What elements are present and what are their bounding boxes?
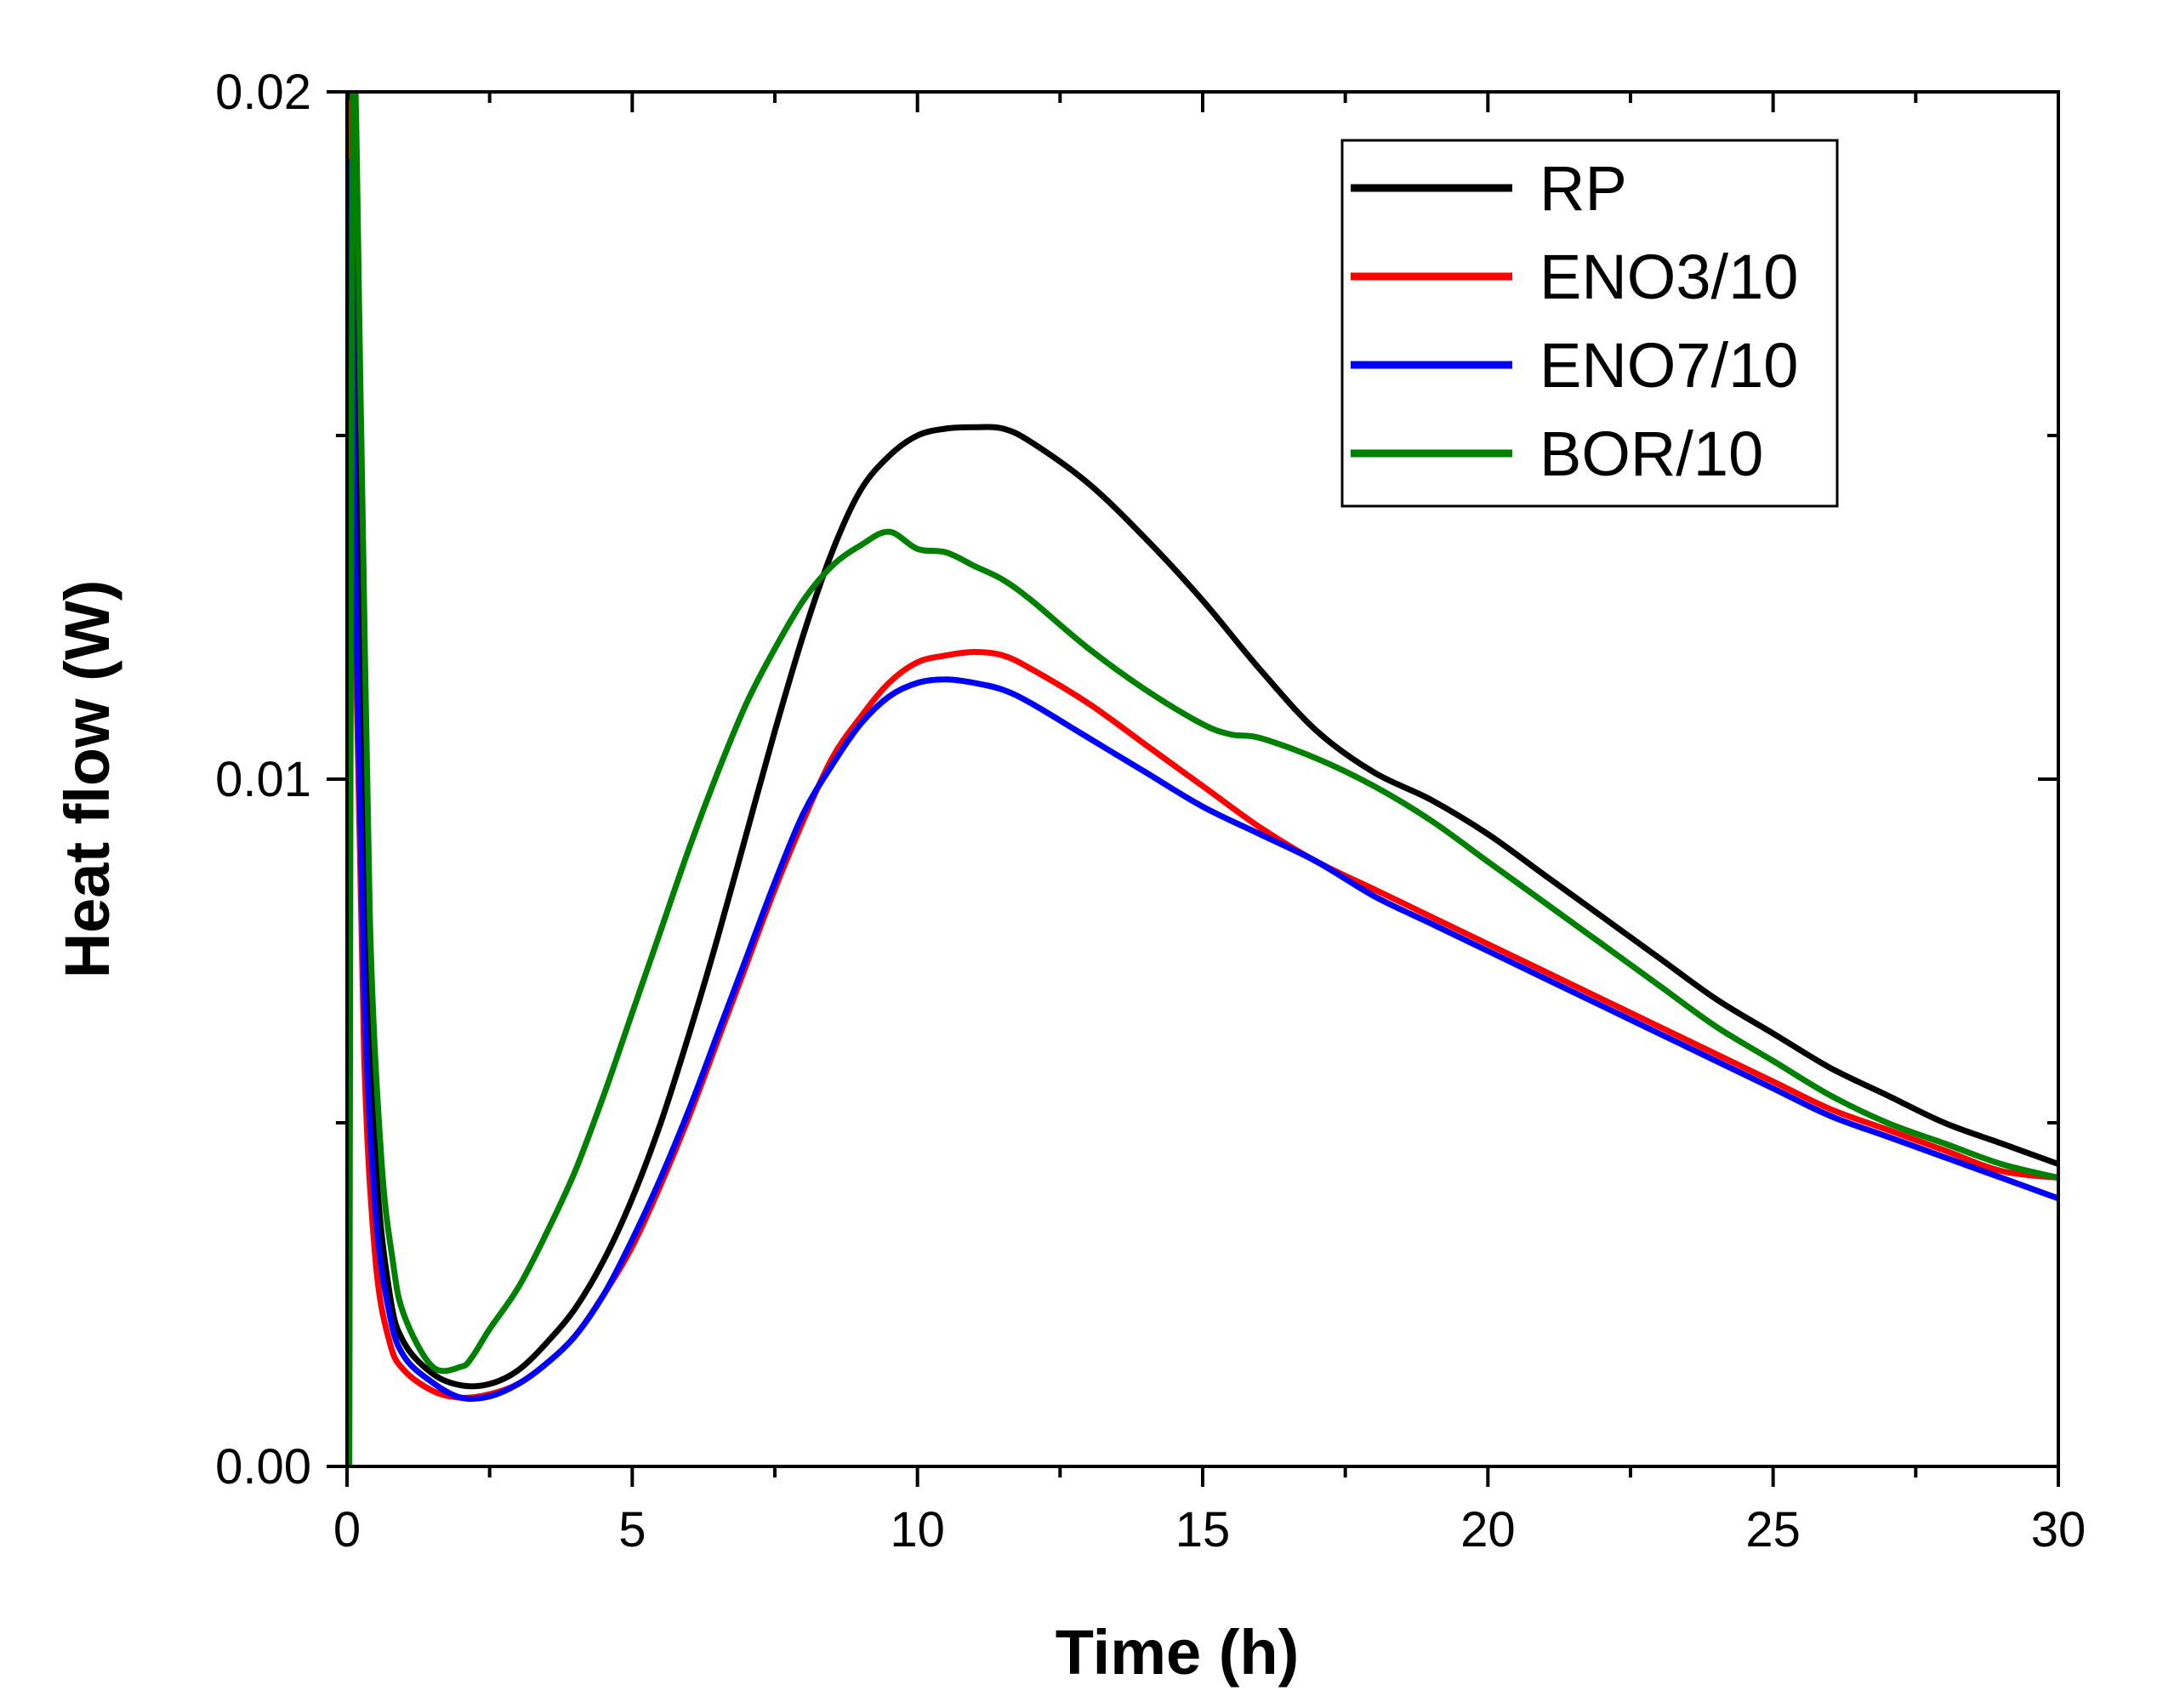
series-line-eno7-10	[347, 159, 2058, 1466]
y-tick-label: 0.00	[215, 1439, 311, 1494]
x-axis-ticks: 0 5 10 15 20 25 30	[333, 92, 2086, 1557]
plot-frame	[345, 90, 2060, 1468]
series-layer	[347, 92, 2058, 1466]
legend: RP ENO3/10 ENO7/10 BOR/10	[1340, 139, 1839, 508]
legend-label-eno7-10: ENO7/10	[1539, 330, 1798, 401]
legend-label-bor-10: BOR/10	[1539, 418, 1763, 489]
x-tick-label: 20	[1460, 1502, 1516, 1557]
x-tick-label: 25	[1745, 1502, 1801, 1557]
y-tick-label: 0.02	[215, 65, 311, 120]
x-tick-label: 30	[2031, 1502, 2086, 1557]
series-line-bor-10	[347, 92, 2058, 1466]
x-axis-title: Time (h)	[1056, 1617, 1299, 1688]
series-line-rp	[347, 92, 2058, 1466]
x-tick-label: 5	[618, 1502, 646, 1557]
legend-box	[1340, 139, 1839, 508]
y-axis-title: Heat flow (W)	[52, 580, 122, 979]
legend-label-eno3-10: ENO3/10	[1539, 242, 1798, 312]
y-axis-ticks: 0.00 0.01 0.02	[215, 65, 2058, 1494]
x-tick-label: 10	[890, 1502, 945, 1557]
y-tick-label: 0.01	[215, 752, 311, 807]
x-tick-label: 15	[1175, 1502, 1231, 1557]
legend-label-rp: RP	[1539, 153, 1627, 224]
x-tick-label: 0	[333, 1502, 361, 1557]
